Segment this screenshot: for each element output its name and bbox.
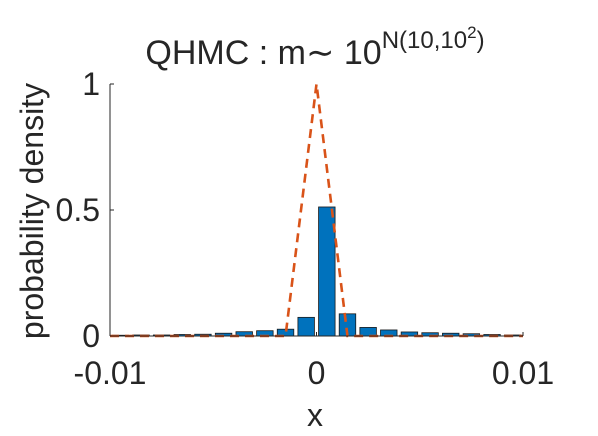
x-tick-label: 0.01: [492, 355, 554, 391]
density-curve: [110, 83, 523, 338]
y-tick-label: 0: [82, 318, 100, 354]
histogram-bar: [297, 316, 315, 337]
histogram-bar: [318, 206, 336, 337]
x-axis-label: x: [307, 397, 323, 433]
y-axis-label: probability density: [14, 83, 50, 339]
y-tick-label: 1: [82, 66, 100, 102]
x-tick-label: -0.01: [74, 355, 147, 391]
axes-group: [109, 84, 523, 337]
x-tick-label: 0: [308, 355, 326, 391]
chart-title: QHMC : m∼ 10N(10,102): [145, 23, 484, 72]
y-tick-label: 0.5: [56, 192, 100, 228]
density-curve-group: [110, 83, 523, 338]
bars-group: [111, 206, 522, 337]
